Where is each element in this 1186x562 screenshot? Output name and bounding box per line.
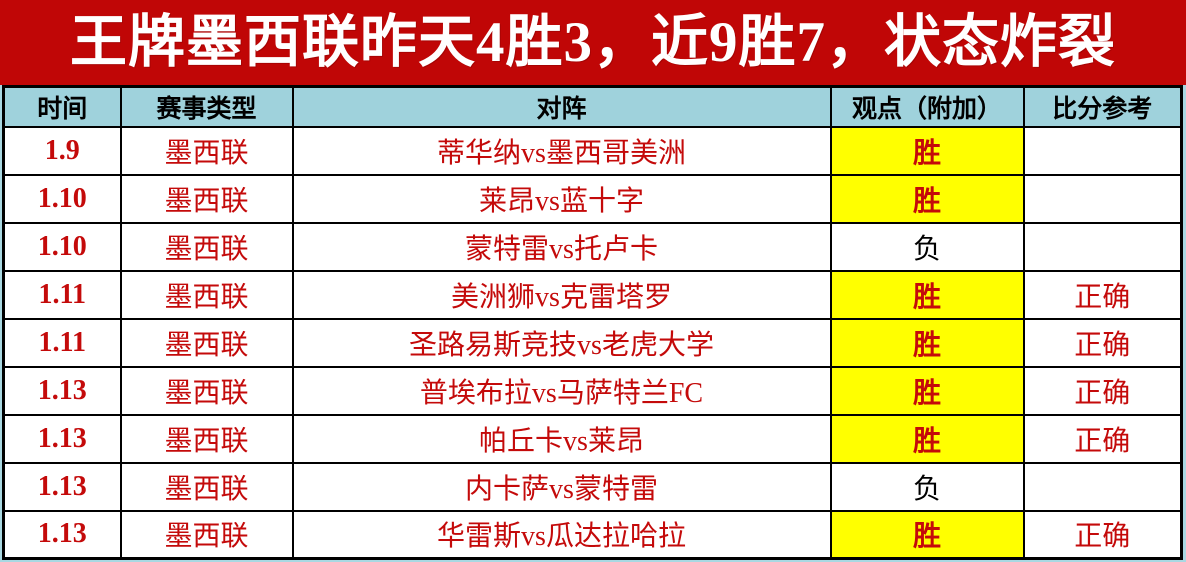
result-cell: 正确	[1022, 317, 1183, 368]
date-cell: 1.13	[2, 365, 122, 416]
table-row: 1.11 墨西联 美洲狮vs克雷塔罗胜正确	[2, 269, 1183, 320]
picks-table: 时间 赛事类型 对阵 观点（附加） 比分参考 1.9 墨西联 蒂华纳vs墨西哥美洲胜…	[2, 85, 1183, 560]
league-cell: 墨西联	[119, 461, 294, 512]
picks-table-wrap: 时间 赛事类型 对阵 观点（附加） 比分参考 1.9 墨西联 蒂华纳vs墨西哥美洲胜…	[0, 85, 1186, 562]
league-cell: 墨西联	[119, 317, 294, 368]
date-cell: 1.10	[2, 173, 122, 224]
pick-cell: 胜	[829, 173, 1025, 224]
result-cell	[1022, 173, 1183, 224]
league-cell: 墨西联	[119, 269, 294, 320]
table-row: 1.10 墨西联 莱昂vs蓝十字胜	[2, 173, 1183, 224]
table-body: 1.9 墨西联 蒂华纳vs墨西哥美洲胜 1.10 墨西联 莱昂vs蓝十字胜 1.10 墨西联蒙…	[2, 125, 1183, 560]
pick-cell: 胜	[829, 317, 1025, 368]
matchup-cell: 内卡萨vs蒙特雷	[291, 461, 832, 512]
pick-cell: 胜	[829, 125, 1025, 176]
date-cell: 1.11	[2, 317, 122, 368]
col-header-league: 赛事类型	[119, 85, 294, 128]
date-cell: 1.13	[2, 413, 122, 464]
result-cell	[1022, 461, 1183, 512]
result-cell: 正确	[1022, 365, 1183, 416]
league-cell: 墨西联	[119, 173, 294, 224]
result-cell: 正确	[1022, 413, 1183, 464]
col-header-pick: 观点（附加）	[829, 85, 1025, 128]
header-row: 时间 赛事类型 对阵 观点（附加） 比分参考	[2, 85, 1183, 128]
matchup-cell: 蒂华纳vs墨西哥美洲	[291, 125, 832, 176]
date-cell: 1.11	[2, 269, 122, 320]
league-cell: 墨西联	[119, 221, 294, 272]
table-row: 1.13 墨西联 华雷斯vs瓜达拉哈拉胜正确	[2, 509, 1183, 560]
result-cell: 正确	[1022, 509, 1183, 560]
col-header-time: 时间	[2, 85, 122, 128]
col-header-result: 比分参考	[1022, 85, 1183, 128]
date-cell: 1.10	[2, 221, 122, 272]
matchup-cell: 蒙特雷vs托卢卡	[291, 221, 832, 272]
result-cell	[1022, 221, 1183, 272]
result-cell	[1022, 125, 1183, 176]
matchup-cell: 美洲狮vs克雷塔罗	[291, 269, 832, 320]
league-cell: 墨西联	[119, 125, 294, 176]
pick-cell: 负	[829, 461, 1025, 512]
banner-title: 王牌墨西联昨天4胜3，近9胜7，状态炸裂	[70, 11, 1116, 74]
table-row: 1.13 墨西联 内卡萨vs蒙特雷负	[2, 461, 1183, 512]
table-row: 1.13 墨西联 帕丘卡vs莱昂胜正确	[2, 413, 1183, 464]
col-header-matchup: 对阵	[291, 85, 832, 128]
league-cell: 墨西联	[119, 509, 294, 560]
date-cell: 1.9	[2, 125, 122, 176]
pick-cell: 胜	[829, 413, 1025, 464]
pick-cell: 胜	[829, 509, 1025, 560]
table-row: 1.9 墨西联 蒂华纳vs墨西哥美洲胜	[2, 125, 1183, 176]
table-row: 1.13 墨西联 普埃布拉vs马萨特兰FC 胜正确	[2, 365, 1183, 416]
pick-cell: 胜	[829, 269, 1025, 320]
pick-cell: 负	[829, 221, 1025, 272]
matchup-cell: 华雷斯vs瓜达拉哈拉	[291, 509, 832, 560]
result-cell: 正确	[1022, 269, 1183, 320]
matchup-cell: 圣路易斯竞技vs老虎大学	[291, 317, 832, 368]
date-cell: 1.13	[2, 461, 122, 512]
league-cell: 墨西联	[119, 365, 294, 416]
date-cell: 1.13	[2, 509, 122, 560]
pick-cell: 胜	[829, 365, 1025, 416]
title-banner: 王牌墨西联昨天4胜3，近9胜7，状态炸裂	[0, 0, 1186, 85]
table-row: 1.10 墨西联 蒙特雷vs托卢卡负	[2, 221, 1183, 272]
matchup-cell: 普埃布拉vs马萨特兰FC	[291, 365, 832, 416]
table-row: 1.11 墨西联 圣路易斯竞技vs老虎大学胜正确	[2, 317, 1183, 368]
league-cell: 墨西联	[119, 413, 294, 464]
matchup-cell: 帕丘卡vs莱昂	[291, 413, 832, 464]
matchup-cell: 莱昂vs蓝十字	[291, 173, 832, 224]
